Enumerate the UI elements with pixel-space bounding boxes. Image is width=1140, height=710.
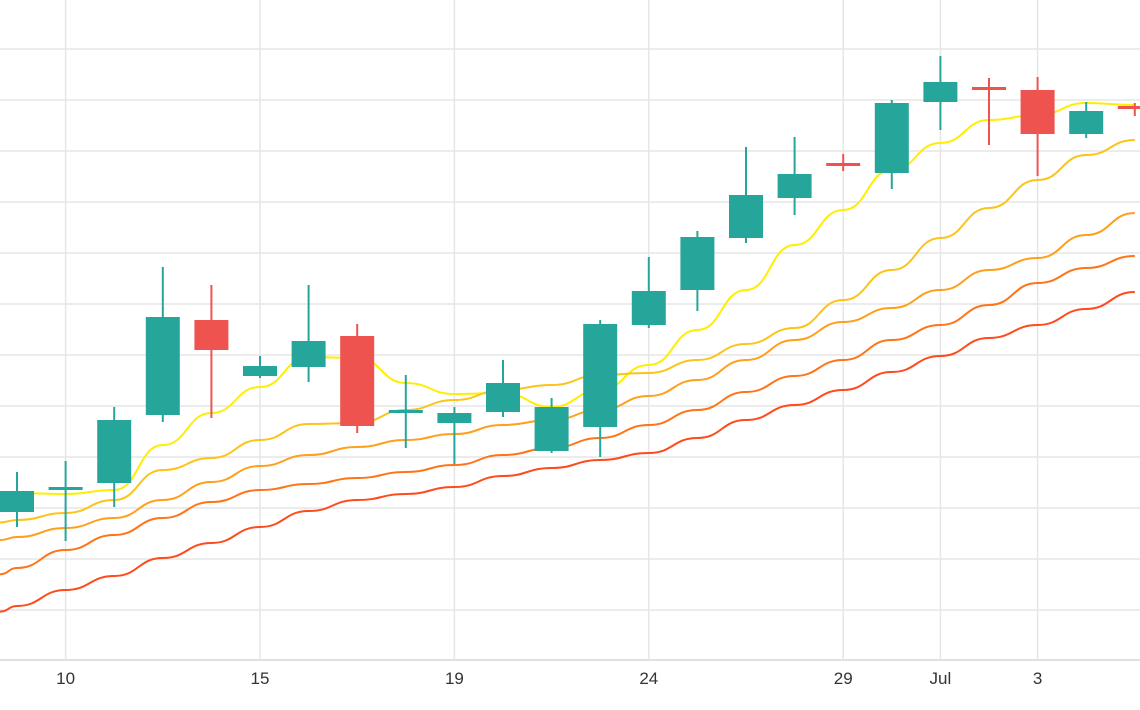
x-tick-label: 15 [251, 669, 270, 688]
x-tick-label: 10 [56, 669, 75, 688]
candle-body [145, 317, 180, 415]
candle-up [534, 398, 569, 453]
candle-up [631, 257, 666, 328]
candle-body [437, 413, 472, 423]
candle-up [388, 375, 423, 448]
candle-down [972, 78, 1006, 145]
candle-up [291, 285, 326, 382]
candle-up [1069, 102, 1104, 138]
candle-up [48, 461, 83, 541]
candle-body [583, 324, 618, 427]
x-tick-label: Jul [930, 669, 952, 688]
candle-up [777, 137, 812, 215]
candle-body [97, 420, 132, 483]
x-tick-label: 24 [639, 669, 658, 688]
candle-body [729, 195, 763, 238]
candle-body [194, 320, 229, 350]
line-ma-1 [0, 101, 1135, 496]
candle-body [631, 291, 666, 325]
line-ma-5 [0, 291, 1135, 613]
candle-body [243, 366, 277, 376]
candle-down [1020, 77, 1055, 176]
candle-up [145, 267, 180, 422]
candle-body [48, 487, 83, 490]
candle-up [680, 231, 715, 311]
candle-up [243, 356, 277, 378]
candle-body [1117, 106, 1140, 109]
candle-up [583, 320, 618, 457]
candles [0, 56, 1140, 541]
candle-body [826, 163, 861, 166]
candle-body [388, 410, 423, 413]
candle-body [777, 174, 812, 198]
candle-up [874, 100, 909, 189]
candle-up [923, 56, 958, 130]
candle-down [826, 154, 861, 171]
candle-body [0, 491, 34, 512]
candle-body [874, 103, 909, 173]
candle-body [291, 341, 326, 367]
candle-up [486, 360, 520, 417]
moving-average-lines [0, 101, 1135, 613]
candle-up [437, 407, 472, 464]
candle-body [972, 87, 1006, 90]
candle-down [194, 285, 229, 418]
x-tick-label: 3 [1033, 669, 1042, 688]
candle-down [340, 324, 375, 433]
candle-body [1020, 90, 1055, 134]
x-axis: 10 15 19 24 29 Jul 3 [56, 669, 1042, 688]
candle-up [97, 407, 132, 507]
candle-up [0, 472, 34, 527]
candle-body [534, 407, 569, 451]
candle-body [680, 237, 715, 290]
candle-body [486, 383, 520, 412]
candle-body [340, 336, 375, 426]
x-tick-label: 19 [445, 669, 464, 688]
line-ma-2 [0, 139, 1135, 524]
x-tick-label: 29 [834, 669, 853, 688]
candle-body [923, 82, 958, 102]
candle-down [1117, 103, 1140, 116]
candle-body [1069, 111, 1104, 134]
candle-up [729, 147, 763, 243]
